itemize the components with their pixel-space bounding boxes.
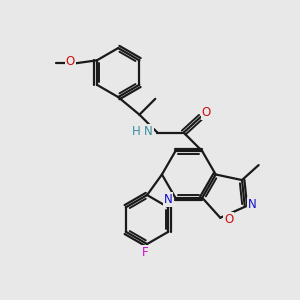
Text: H: H: [131, 125, 140, 138]
Text: O: O: [202, 106, 211, 119]
Text: N: N: [144, 124, 153, 138]
Text: N: N: [164, 193, 172, 206]
Text: F: F: [142, 246, 149, 259]
Text: O: O: [66, 55, 75, 68]
Text: O: O: [224, 213, 233, 226]
Text: N: N: [248, 198, 257, 211]
